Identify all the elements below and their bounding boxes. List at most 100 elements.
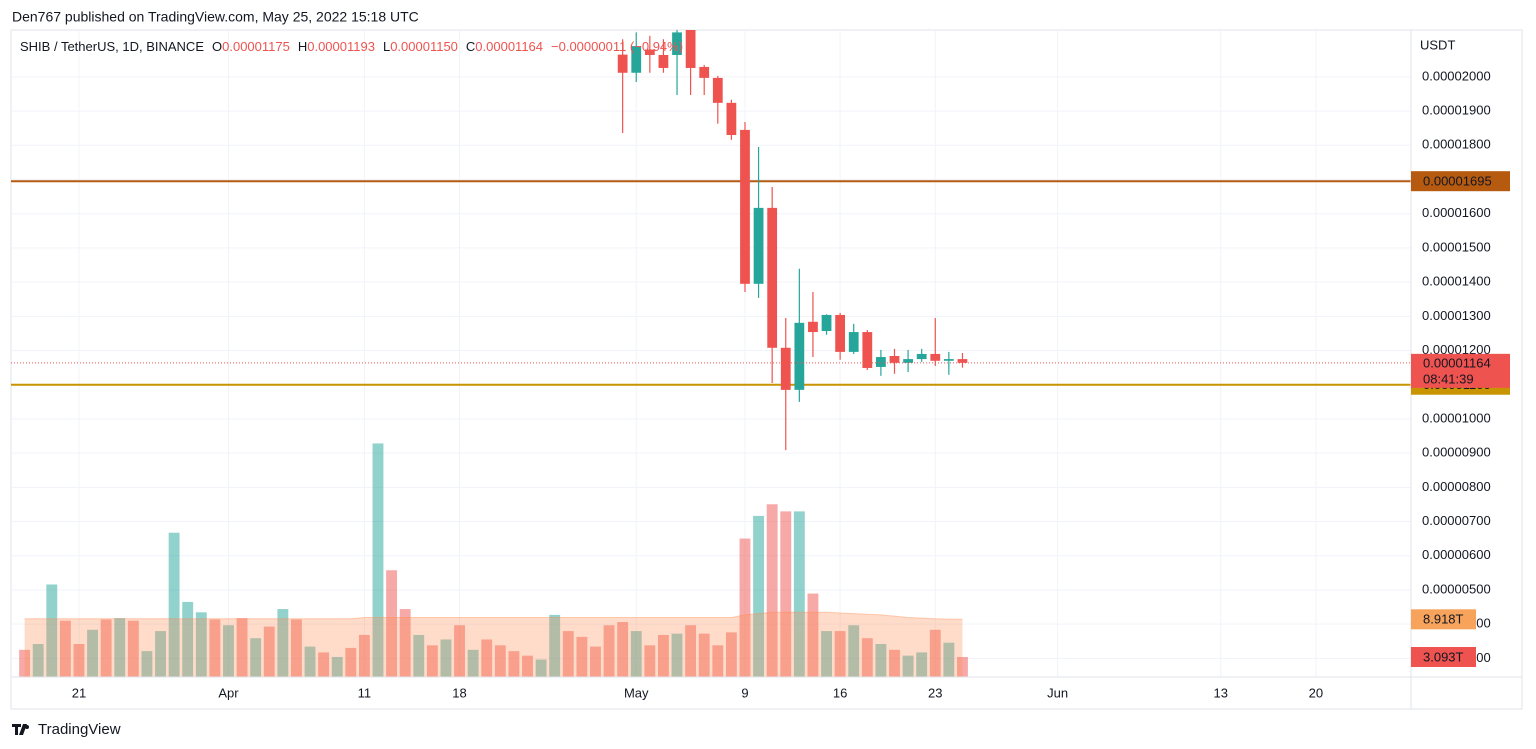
volume-ma-line — [24, 611, 963, 620]
candle-body — [740, 129, 750, 284]
x-tick-label: Jun — [1047, 685, 1068, 700]
volume-bar — [522, 655, 533, 677]
grid — [11, 30, 1411, 677]
volume-bar — [630, 631, 642, 677]
volume-bar — [821, 631, 832, 677]
candle-body — [794, 322, 805, 390]
volume-bar — [957, 656, 968, 677]
publisher-header: Den767 published on TradingView.com, May… — [12, 9, 419, 25]
volume-bar — [644, 645, 656, 677]
volume-last-label: 3.093T — [1423, 649, 1464, 664]
volume-bar — [318, 652, 330, 677]
legend-key: H — [298, 39, 307, 54]
volume-bar — [943, 642, 955, 677]
candle-body — [726, 102, 737, 136]
candle-body — [876, 357, 886, 367]
y-tick-label: 0.00002000 — [1422, 68, 1491, 83]
volume-bar — [304, 646, 316, 677]
volume-bar — [426, 645, 438, 677]
candle-body — [821, 314, 832, 332]
volume-bar — [141, 651, 153, 677]
volume-bar — [277, 609, 289, 677]
volume-bar — [807, 593, 819, 677]
candle-body — [848, 332, 859, 352]
volume-bar — [87, 629, 98, 677]
volume-bar — [590, 646, 601, 677]
legend: SHIB / TetherUS, 1D, BINANCE O0.00001175 H… — [20, 39, 683, 54]
last-price-bg — [1411, 353, 1510, 388]
candle-body — [753, 207, 764, 284]
candle-body — [685, 30, 696, 68]
legend-symbol: SHIB / TetherUS, 1D, BINANCE — [20, 39, 204, 54]
candle-body — [916, 353, 927, 360]
volume-bar — [454, 625, 465, 677]
y-tick-label: 0.00000800 — [1422, 479, 1491, 494]
candle-body — [672, 32, 682, 55]
volume-bar — [494, 645, 506, 677]
volume-bar — [793, 511, 805, 677]
volume-bar — [603, 625, 615, 677]
candle-body — [957, 359, 968, 363]
volume-bar — [929, 629, 941, 677]
volume-ma-area — [24, 612, 963, 677]
legend-key: C — [466, 39, 475, 54]
x-tick-label: May — [624, 685, 649, 700]
volume-bar — [861, 638, 873, 677]
volume-bar — [848, 625, 860, 677]
candle-body — [631, 46, 642, 73]
chart-frame — [10, 29, 1523, 710]
level-label: 0.00001695 — [1423, 174, 1492, 189]
volume-bar — [100, 619, 112, 677]
y-tick-label: 0.00000500 — [1422, 581, 1491, 596]
volume-bar — [657, 634, 669, 677]
volume-bar — [753, 515, 765, 677]
volume-pane — [19, 443, 968, 677]
volume-bar — [46, 584, 58, 677]
volume-bar — [114, 618, 126, 677]
legend-value: 0.00001193 — [307, 39, 375, 54]
y-tick-label: 0.00001900 — [1422, 103, 1491, 118]
volume-ma-label-bg — [1411, 609, 1476, 630]
candle-body — [644, 49, 655, 55]
y-tick-label: 0.00000700 — [1422, 513, 1491, 528]
logo-dot — [25, 725, 29, 729]
candle-body — [699, 66, 710, 78]
legend-value: 0.00001164 — [475, 39, 543, 54]
volume-bar — [875, 644, 887, 677]
volume-bar — [345, 647, 357, 677]
volume-bar — [372, 443, 384, 677]
volume-bar — [19, 649, 31, 677]
volume-bar — [73, 644, 85, 677]
x-tick-label: 9 — [741, 685, 748, 700]
y-tick-label: 0.00000900 — [1422, 445, 1491, 460]
volume-bar — [195, 612, 207, 677]
volume-bar — [223, 625, 234, 677]
volume-bar — [698, 633, 710, 677]
footer-logo: TradingView — [12, 721, 121, 738]
candle-body — [862, 332, 873, 368]
volume-bar — [182, 601, 194, 677]
candle-body — [712, 77, 723, 103]
y-tick-label: 0.00001500 — [1422, 239, 1491, 254]
x-tick-label: 18 — [452, 685, 466, 700]
volume-bar — [467, 649, 479, 677]
volume-bar — [263, 626, 275, 677]
y-tick-label: 0.00001300 — [1422, 308, 1491, 323]
legend-change: −0.00000011 (−0.94%) — [551, 39, 683, 54]
volume-bar — [834, 631, 846, 677]
volume-bar — [549, 614, 561, 677]
candle-body — [943, 359, 954, 361]
volume-bar — [508, 651, 520, 677]
volume-last-label-bg — [1411, 646, 1476, 667]
volume-bar — [562, 631, 574, 677]
x-tick-label: 11 — [358, 685, 372, 700]
volume-ma-label: 8.918T — [1423, 612, 1464, 627]
x-tick-label: 13 — [1213, 685, 1227, 700]
legend-value: 0.00001150 — [390, 39, 458, 54]
candle-body — [835, 314, 846, 352]
volume-bar — [168, 532, 180, 677]
y-tick-label: 0.00001800 — [1422, 137, 1491, 152]
level-label-bg — [1411, 171, 1510, 192]
